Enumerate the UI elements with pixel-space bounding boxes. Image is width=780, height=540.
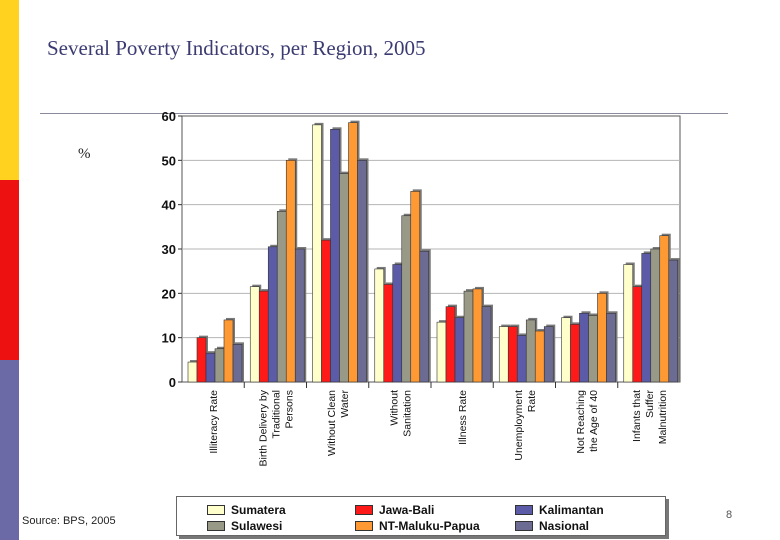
- bar-sulawesi: [214, 348, 225, 383]
- legend-item: NT-Maluku-Papua: [355, 519, 480, 533]
- bar-nasional: [357, 160, 367, 383]
- bar-nt-maluku-papua: [223, 319, 234, 383]
- x-category-label: Without: [388, 390, 400, 426]
- legend-label: Sumatera: [231, 503, 286, 517]
- accent-stripe-purple: [0, 360, 19, 540]
- x-category-label: the Age of 40: [588, 390, 600, 452]
- bar-kalimantan: [641, 253, 652, 383]
- x-category-label: Sanitation: [401, 390, 413, 437]
- bar-kalimantan: [205, 352, 216, 383]
- legend-label: Jawa-Bali: [379, 503, 435, 517]
- bar-nasional: [232, 344, 243, 383]
- y-tick-label: 30: [162, 242, 176, 257]
- bar-sumatera: [187, 361, 198, 383]
- legend-item: Sulawesi: [207, 519, 282, 533]
- legend-label: Kalimantan: [539, 503, 604, 517]
- unit-label: %: [78, 146, 91, 162]
- legend-swatch: [355, 521, 373, 531]
- bar-sumatera: [249, 286, 260, 383]
- legend-item: Kalimantan: [515, 503, 604, 517]
- legend-label: Sulawesi: [231, 519, 283, 533]
- x-category-label: Rate: [526, 390, 538, 412]
- x-category-label: Illness Rate: [457, 390, 469, 445]
- bar-nasional: [419, 250, 430, 383]
- x-category-label: Malnutrition: [657, 390, 669, 444]
- x-category-label: Without Clean: [326, 390, 338, 456]
- legend-item: Jawa-Bali: [355, 503, 434, 517]
- bar-nt-maluku-papua: [410, 191, 421, 383]
- bar-jawa-bali: [383, 284, 394, 383]
- legend-item: Nasional: [515, 519, 589, 533]
- bar-jawa-bali: [321, 239, 331, 383]
- page-title: Several Poverty Indicators, per Region, …: [47, 36, 426, 60]
- x-category-label: Water: [339, 390, 351, 418]
- bar-sumatera: [561, 317, 571, 383]
- bar-kalimantan: [330, 129, 340, 383]
- legend-label: Nasional: [539, 519, 590, 533]
- bar-kalimantan: [454, 317, 465, 383]
- legend-swatch: [515, 505, 533, 515]
- bar-sulawesi: [588, 315, 598, 383]
- x-category-label: Unemployment: [513, 390, 525, 461]
- bar-kalimantan: [392, 264, 403, 383]
- bar-nasional: [294, 248, 305, 383]
- y-tick-label: 50: [162, 153, 176, 168]
- x-category-label: Not Reaching: [575, 390, 587, 454]
- bar-nasional: [606, 312, 616, 383]
- bar-jawa-bali: [445, 306, 456, 383]
- bar-sumatera: [623, 264, 634, 383]
- bar-sumatera: [498, 326, 509, 383]
- bar-nt-maluku-papua: [472, 288, 483, 383]
- x-category-label: Illiteracy Rate: [208, 390, 220, 454]
- bar-sulawesi: [401, 215, 412, 383]
- bar-nt-maluku-papua: [659, 235, 670, 383]
- bar-jawa-bali: [196, 337, 207, 383]
- bar-sulawesi: [463, 290, 474, 383]
- bar-kalimantan: [579, 312, 589, 383]
- bar-sulawesi: [276, 211, 287, 383]
- y-tick-label: 10: [162, 331, 176, 346]
- bar-sulawesi: [339, 173, 349, 383]
- bar-sumatera: [374, 268, 385, 383]
- bar-kalimantan: [516, 335, 527, 383]
- legend-swatch: [515, 521, 533, 531]
- bar-sulawesi: [525, 319, 536, 383]
- title-divider: [40, 113, 728, 114]
- x-category-label: Traditional: [270, 390, 282, 439]
- bar-nasional: [668, 259, 679, 383]
- bar-jawa-bali: [258, 290, 269, 383]
- y-tick-label: 40: [162, 198, 176, 213]
- bar-nasional: [543, 326, 554, 383]
- x-category-label: Infants that: [631, 390, 643, 442]
- bar-kalimantan: [267, 246, 278, 383]
- x-category-label: Birth Delivery by: [257, 389, 269, 466]
- y-tick-label: 0: [169, 375, 176, 390]
- legend-item: Sumatera: [207, 503, 286, 517]
- bar-nt-maluku-papua: [534, 330, 545, 383]
- bar-sulawesi: [650, 248, 661, 383]
- bar-nt-maluku-papua: [348, 122, 358, 383]
- source-note: Source: BPS, 2005: [22, 515, 116, 527]
- legend-swatch: [207, 505, 225, 515]
- chart-legend: Sumatera Jawa-Bali Kalimantan Sulawesi NT-Ma…: [176, 496, 666, 536]
- bar-jawa-bali: [570, 324, 580, 383]
- bar-nasional: [481, 306, 492, 383]
- bar-nt-maluku-papua: [285, 160, 296, 383]
- accent-stripe-red: [0, 180, 19, 360]
- y-tick-label: 60: [162, 109, 176, 124]
- bar-jawa-bali: [632, 286, 643, 383]
- bar-sumatera: [436, 321, 447, 383]
- x-category-label: Persons: [283, 390, 295, 429]
- x-category-label: Suffer: [644, 390, 656, 418]
- bar-jawa-bali: [507, 326, 518, 383]
- legend-label: NT-Maluku-Papua: [379, 519, 480, 533]
- legend-swatch: [355, 505, 373, 515]
- bar-nt-maluku-papua: [597, 293, 607, 383]
- page-number: 8: [726, 509, 733, 521]
- bar-sumatera: [312, 124, 322, 383]
- accent-stripe-yellow: [0, 0, 19, 180]
- y-tick-label: 20: [162, 286, 176, 301]
- legend-swatch: [207, 521, 225, 531]
